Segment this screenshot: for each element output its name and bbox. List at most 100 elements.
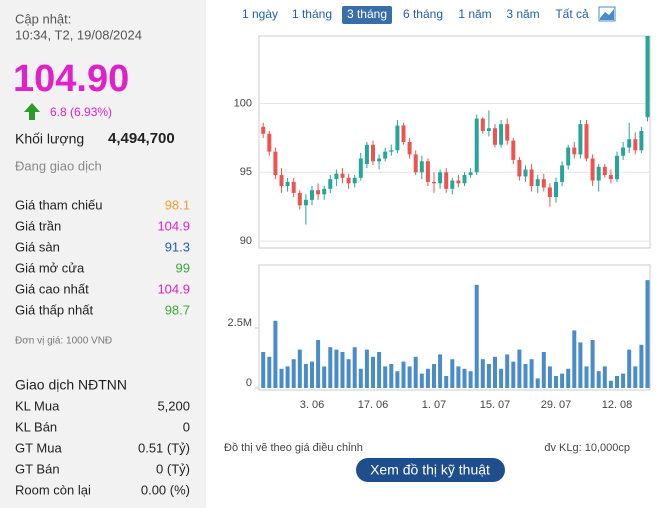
volume-bar xyxy=(621,373,626,388)
candle-body xyxy=(554,181,558,198)
foreign-row-value: 0 xyxy=(183,419,190,434)
volume-bar xyxy=(340,352,345,388)
volume-bar xyxy=(297,349,302,388)
volume-bar xyxy=(566,368,571,388)
foreign-row-value: 0 (Tỷ) xyxy=(156,461,190,476)
price-row-value: 98.7 xyxy=(165,302,190,317)
candle-body xyxy=(328,179,333,189)
volume-bar xyxy=(596,371,601,388)
volume-bar xyxy=(358,368,363,388)
candle-body xyxy=(364,144,369,165)
volume-bar xyxy=(639,344,644,388)
volume-bar xyxy=(444,376,449,388)
candle-body xyxy=(334,173,339,180)
volume-bar xyxy=(560,373,565,388)
tech-chart-button[interactable] xyxy=(356,458,505,482)
candle-body xyxy=(584,124,589,159)
x-tick-label: 29. 07 xyxy=(541,399,572,411)
left-panel xyxy=(0,0,206,508)
candle-body xyxy=(596,166,601,181)
volume-bar xyxy=(322,366,327,388)
volume-bar xyxy=(371,356,375,388)
price-row-label: Giá cao nhất xyxy=(15,281,89,296)
candle-body xyxy=(578,124,583,155)
candle-body xyxy=(346,177,351,184)
updated-label: Cập nhật: xyxy=(15,11,71,26)
candle-body xyxy=(432,181,436,184)
tech-chart-button-label[interactable]: Xem đồ thị kỹ thuật xyxy=(370,462,490,478)
candle-body xyxy=(279,175,284,187)
candle-body xyxy=(401,125,406,142)
candle-body xyxy=(529,169,534,187)
foreign-row-label: KL Mua xyxy=(15,398,60,413)
volume-bar xyxy=(511,361,516,388)
foreign-row-value: 5,200 xyxy=(157,398,190,413)
volume-bar xyxy=(389,364,394,388)
candle-body xyxy=(615,155,619,180)
candle-body xyxy=(389,150,394,152)
volume-bar xyxy=(645,280,650,388)
candle-body xyxy=(285,181,290,187)
price-row-value: 104.9 xyxy=(157,218,190,233)
volume-bar xyxy=(486,364,491,388)
volume-bar xyxy=(401,361,406,388)
status: Đang giao dịch xyxy=(15,158,102,173)
volume-bar xyxy=(608,380,613,388)
period-button[interactable]: 1 năm xyxy=(458,7,491,21)
volume-bar xyxy=(633,366,638,388)
candle-body xyxy=(377,158,382,162)
x-tick-label: 12. 08 xyxy=(602,399,633,411)
candle-body xyxy=(340,173,345,178)
volume-bar xyxy=(419,373,424,388)
candle-body xyxy=(425,161,430,182)
volume-bar xyxy=(407,366,412,388)
period-button[interactable]: 1 ngày xyxy=(242,7,278,21)
candle-body xyxy=(303,199,308,206)
volume-bar xyxy=(578,342,583,388)
price-row-label: Giá mở cửa xyxy=(15,260,85,275)
period-button[interactable]: 6 tháng xyxy=(403,7,443,21)
candle-body xyxy=(297,192,302,206)
candle-body xyxy=(560,165,565,182)
x-tick-label: 17. 06 xyxy=(358,399,389,411)
volume-bar xyxy=(316,340,321,388)
candle-body xyxy=(291,181,296,193)
volume-bar xyxy=(499,368,504,388)
candle-body xyxy=(444,172,449,189)
volume-bar xyxy=(505,354,510,388)
candle-body xyxy=(535,179,540,187)
candle-body xyxy=(645,36,650,118)
period-button[interactable]: 1 tháng xyxy=(292,7,332,21)
candle-body xyxy=(627,139,632,148)
price-row-label: Giá thấp nhất xyxy=(15,302,93,317)
candle-body xyxy=(273,151,278,176)
volume-bar xyxy=(395,371,400,388)
volume-bar xyxy=(541,352,546,388)
candle-body xyxy=(383,151,388,159)
candle-body xyxy=(566,147,571,166)
volume-bar xyxy=(474,284,479,388)
period-button[interactable]: 3 tháng xyxy=(347,7,387,21)
candle-body xyxy=(505,124,510,141)
volume-bar xyxy=(468,371,473,388)
price-row-label: Giá sàn xyxy=(15,239,60,254)
candle-body xyxy=(633,139,638,151)
volume-bar xyxy=(547,366,552,388)
x-tick-label: 1. 07 xyxy=(422,399,446,411)
candle-body xyxy=(322,188,327,195)
x-tick-label: 3. 06 xyxy=(300,399,324,411)
candle-body xyxy=(547,187,552,198)
period-button[interactable]: 3 năm xyxy=(506,7,539,21)
foreign-row-value: 0.00 (%) xyxy=(141,482,190,497)
candle-body xyxy=(267,133,272,152)
candle-body xyxy=(419,161,424,173)
candle-body xyxy=(438,172,443,184)
price-row-value: 91.3 xyxy=(165,239,190,254)
period-selected[interactable] xyxy=(342,6,392,24)
y-tick-label: 95 xyxy=(240,166,252,178)
period-button[interactable]: Tất cả xyxy=(555,7,589,21)
foreign-row-value: 0.51 (Tỷ) xyxy=(138,440,190,455)
volume-bar xyxy=(425,368,430,388)
volume-bar xyxy=(627,349,632,388)
